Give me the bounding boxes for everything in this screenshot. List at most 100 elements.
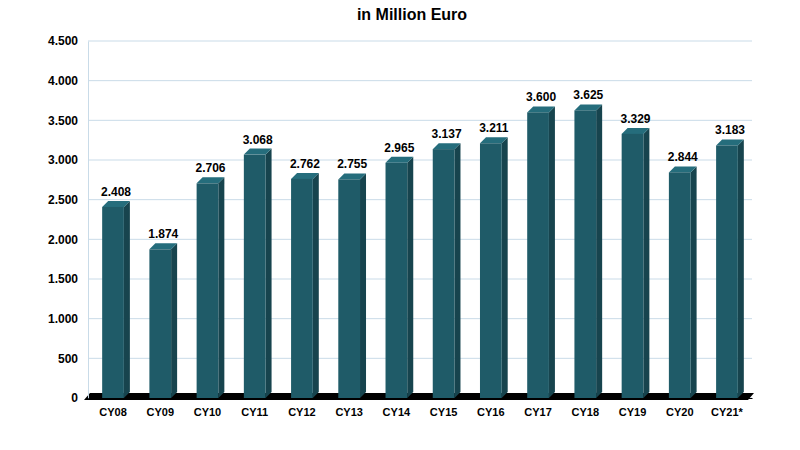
data-label: 2.965 (384, 141, 414, 155)
bar-top (527, 106, 555, 112)
x-tick-label: CY13 (335, 406, 363, 418)
y-tick: 1.500 (48, 272, 88, 286)
y-tick: 4.500 (48, 34, 88, 48)
x-tick-label: CY15 (430, 406, 458, 418)
x-tick: CY17 (524, 406, 552, 418)
y-tick-label: 3.000 (48, 153, 78, 167)
grid-line (88, 279, 752, 280)
grid-line (88, 41, 752, 42)
x-tick-label: CY19 (619, 406, 647, 418)
grid (88, 41, 752, 398)
x-tick: CY16 (477, 406, 505, 418)
x-tick-label: CY11 (241, 406, 268, 418)
x-tick: CY11 (241, 406, 268, 418)
bar-side (549, 106, 555, 398)
bar (622, 134, 644, 398)
bar-side (313, 173, 319, 398)
bar-side (360, 173, 366, 398)
bar-top (244, 149, 272, 155)
bar-side (266, 149, 272, 398)
y-tick: 1.000 (48, 312, 88, 326)
x-tick-label: CY10 (194, 406, 222, 418)
bar-side (738, 139, 744, 398)
grid-line (88, 199, 752, 200)
y-tick-label: 0 (71, 391, 78, 405)
y-tick: 500 (58, 352, 88, 366)
bar-top (480, 137, 508, 143)
bar (433, 149, 455, 398)
x-tick-label: CY08 (99, 406, 127, 418)
bar-top (433, 143, 461, 149)
bar (244, 155, 266, 398)
x-tick-label: CY16 (477, 406, 505, 418)
bar-top (149, 243, 177, 249)
title: in Million Euro (357, 6, 467, 23)
x-tick-label: CY21* (711, 406, 744, 418)
bar-side (502, 137, 508, 398)
x-tick: CY21* (711, 406, 744, 418)
grid-line (88, 160, 752, 161)
y-tick: 2.500 (48, 193, 88, 207)
bar-side (596, 104, 602, 398)
grid-line (88, 120, 752, 121)
data-label: 3.137 (432, 127, 462, 141)
data-label: 3.329 (621, 112, 651, 126)
data-label: 3.068 (243, 133, 273, 147)
bar-side (218, 177, 224, 398)
y-tick-label: 500 (58, 352, 78, 366)
x-tick-label: CY14 (383, 406, 411, 418)
bar-top (386, 157, 414, 163)
bar (527, 112, 549, 398)
x-tick: CY18 (572, 406, 600, 418)
data-label: 3.600 (526, 90, 556, 104)
y-tick: 2.000 (48, 233, 88, 247)
data-label: 2.844 (668, 150, 698, 164)
y-tick-label: 4.000 (48, 74, 78, 88)
bar-top (574, 104, 602, 110)
bar-side (691, 166, 697, 398)
bar (386, 163, 408, 398)
x-tick: CY15 (430, 406, 458, 418)
grid-line (88, 80, 752, 81)
x-tick-label: CY17 (524, 406, 552, 418)
y-tick-label: 1.500 (48, 272, 78, 286)
bar-top (291, 173, 319, 179)
y-tick: 4.000 (48, 74, 88, 88)
floor (84, 393, 754, 400)
bar (480, 143, 502, 398)
bars (102, 104, 744, 398)
bar-top (716, 139, 744, 145)
x-axis: CY08CY09CY10CY11CY12CY13CY14CY15CY16CY17… (89, 399, 753, 418)
x-axis-line (89, 398, 753, 399)
bar-side (407, 157, 413, 398)
bar-top (622, 128, 650, 134)
data-label: 3.183 (715, 123, 745, 137)
y-tick-label: 4.500 (48, 34, 78, 48)
x-tick: CY08 (99, 406, 127, 418)
y-tick-label: 2.000 (48, 233, 78, 247)
x-tick: CY13 (335, 406, 363, 418)
bar-top (338, 173, 366, 179)
y-axis: 0 500 1.000 1.500 2.000 2.500 3.000 3.500 4.000 4… (48, 34, 89, 405)
bar (574, 110, 596, 398)
grid-line (88, 358, 752, 359)
chart: in Million Euro 0 500 1.000 1.500 2.000 2.500 3… (0, 0, 800, 450)
data-label: 2.762 (290, 157, 320, 171)
data-label: 3.625 (573, 88, 603, 102)
bar-side (124, 201, 130, 398)
y-tick: 3.000 (48, 153, 88, 167)
x-tick-label: CY18 (572, 406, 600, 418)
bar-side (643, 128, 649, 398)
bar-side (171, 243, 177, 398)
y-axis-line (88, 42, 89, 399)
x-tick-label: CY20 (666, 406, 694, 418)
x-tick: CY10 (194, 406, 222, 418)
bar (669, 172, 691, 398)
y-tick: 3.500 (48, 114, 88, 128)
x-tick: CY19 (619, 406, 647, 418)
y-tick-label: 2.500 (48, 193, 78, 207)
y-tick: 0 (71, 391, 88, 405)
bar-top (102, 201, 130, 207)
bar-top (669, 166, 697, 172)
grid-line (88, 239, 752, 240)
